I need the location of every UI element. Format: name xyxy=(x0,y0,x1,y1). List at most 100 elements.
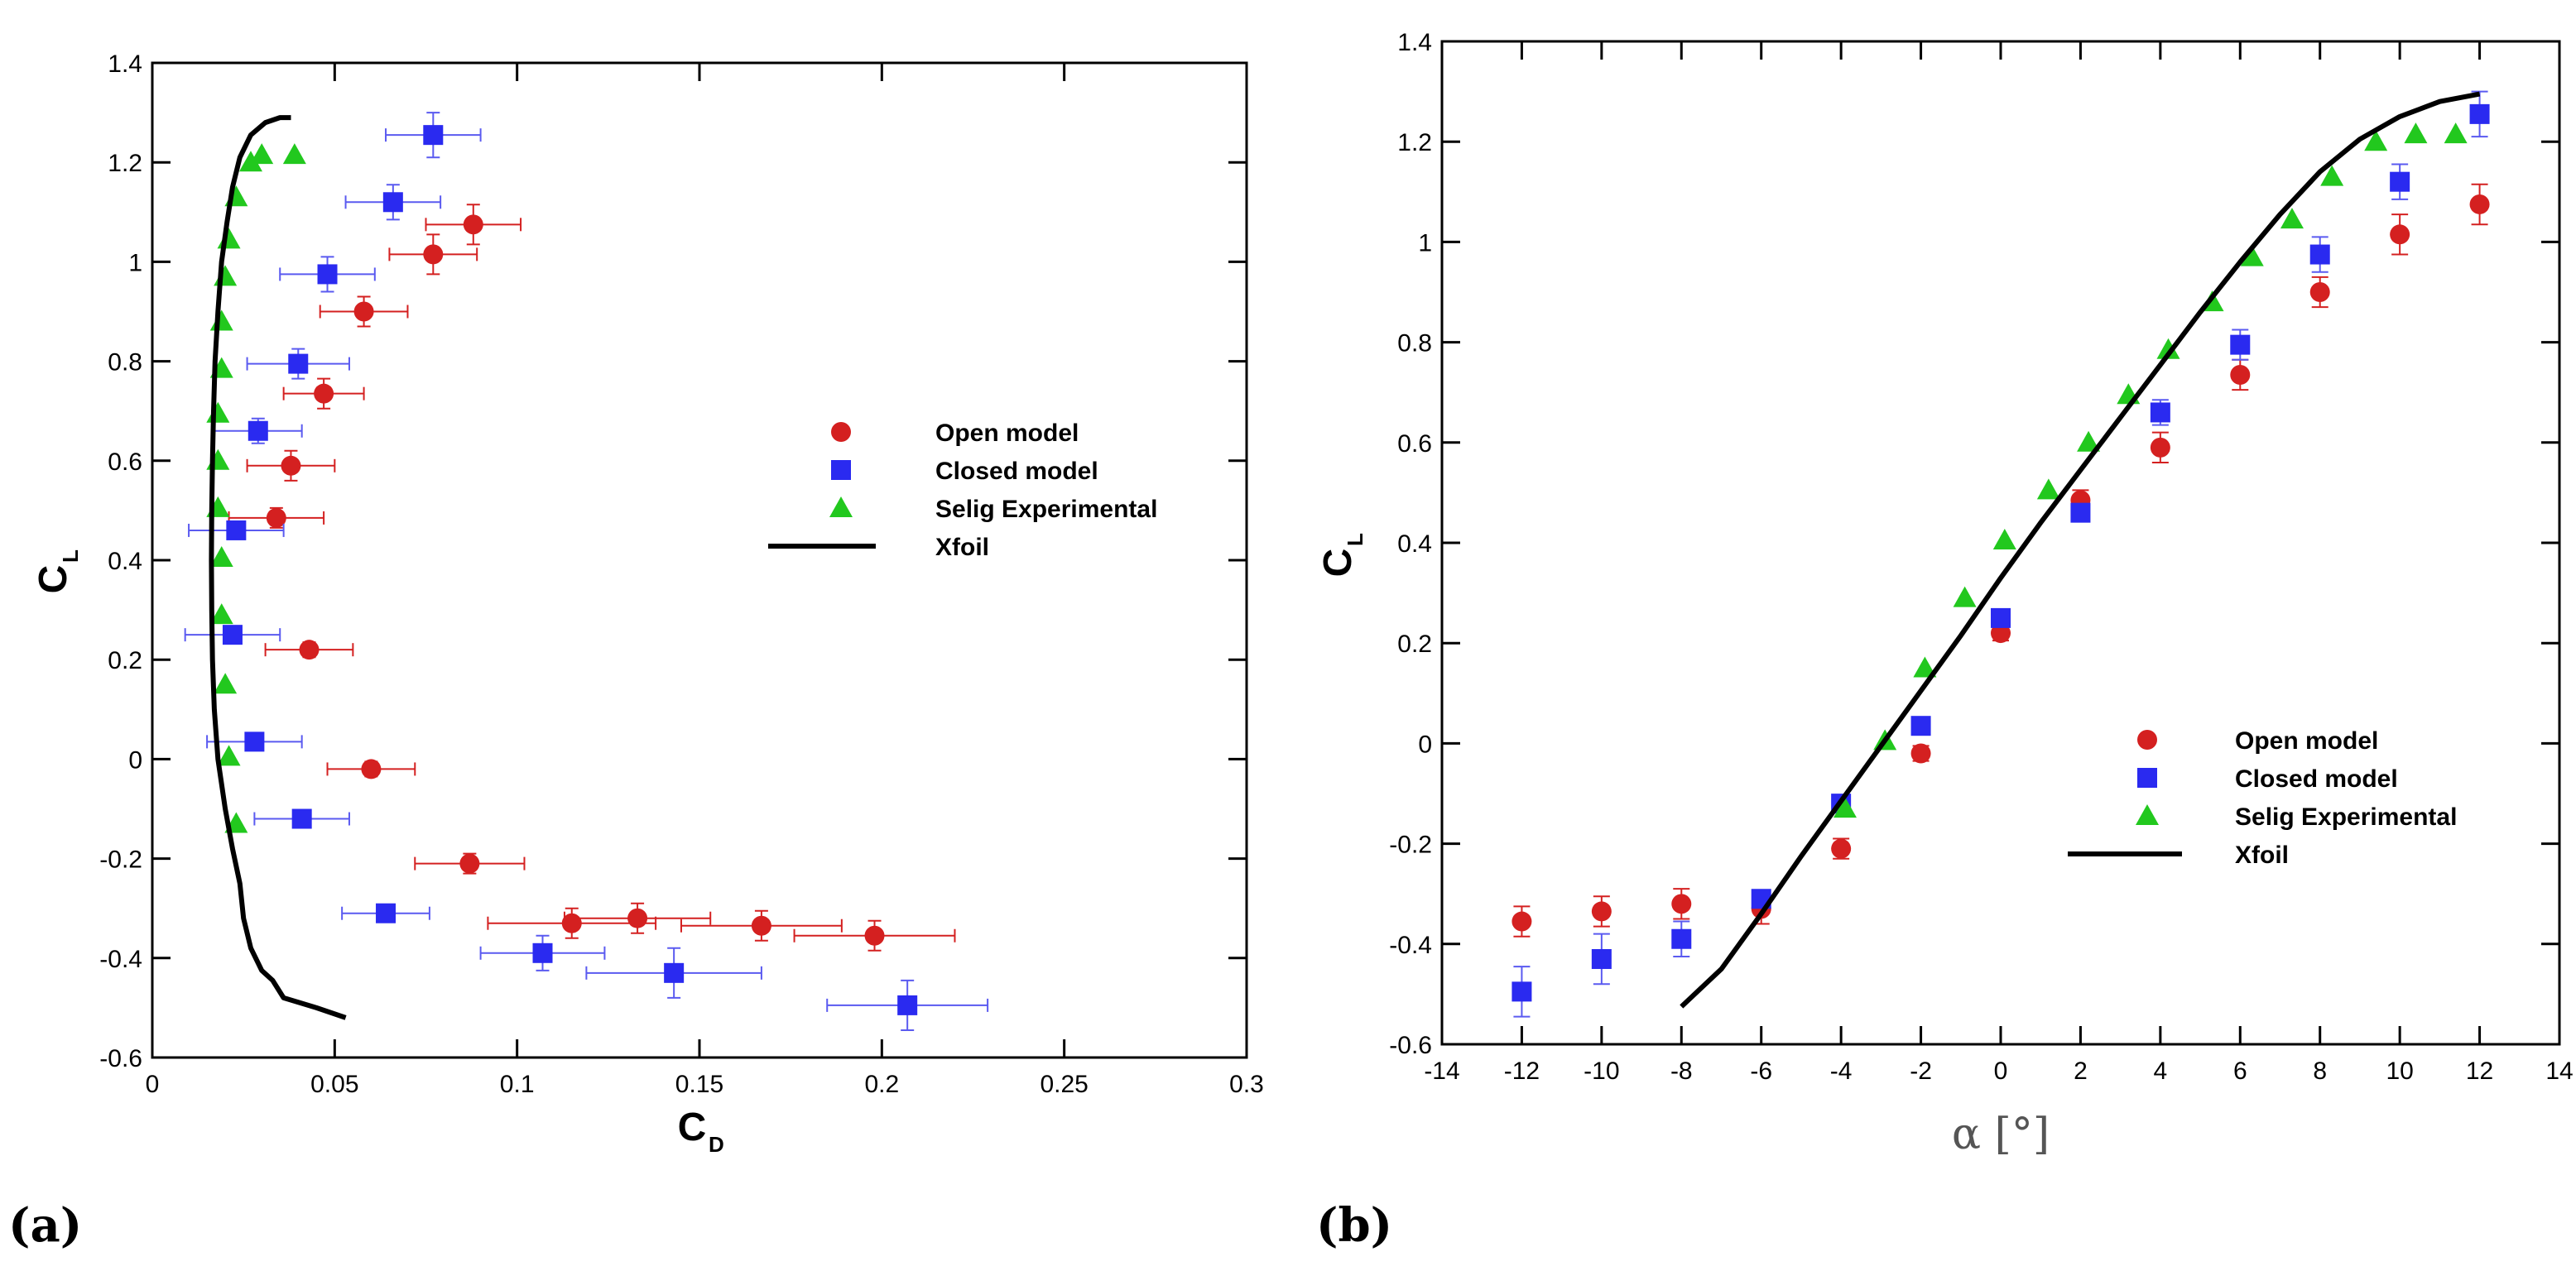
y-tick-label: -0.6 xyxy=(99,1045,142,1072)
data-point xyxy=(281,455,301,476)
data-point xyxy=(2364,130,2388,151)
data-point xyxy=(2156,338,2180,359)
data-point xyxy=(1591,948,1612,969)
xfoil-curve xyxy=(209,115,347,1020)
data-point xyxy=(376,903,396,923)
x-tick-label: 0 xyxy=(146,1071,160,1098)
series-selig-experimental xyxy=(1833,122,2468,818)
series-xfoil xyxy=(1680,91,2481,1009)
x-tick-label: 0 xyxy=(1994,1058,2008,1085)
x-tick-label: -10 xyxy=(1584,1058,1619,1085)
data-point xyxy=(2320,165,2344,186)
chart-panel-b: -14 -12 -10 -8 -6 -4 -2 0 2 4 6 8 10 12 14-0.6-0.4-0.2… xyxy=(1316,29,2574,1253)
data-point xyxy=(317,264,338,285)
data-point xyxy=(214,673,238,694)
plot-frame xyxy=(151,61,1248,1059)
y-tick-label: -0.6 xyxy=(1389,1032,1432,1059)
data-point xyxy=(209,309,233,331)
x-tick-label: 8 xyxy=(2313,1058,2327,1085)
data-point xyxy=(361,759,382,779)
x-axis-label: α [°] xyxy=(1952,1110,2050,1159)
y-tick-label: 0 xyxy=(128,746,142,774)
data-point xyxy=(2240,245,2264,266)
y-tick-label: 0.2 xyxy=(108,647,142,674)
y-tick-label: -0.2 xyxy=(99,847,142,874)
data-point xyxy=(226,520,247,540)
data-point xyxy=(532,942,553,963)
data-point xyxy=(1910,743,1931,764)
legend-marker xyxy=(829,496,853,517)
data-point xyxy=(2309,282,2330,302)
legend-label: Selig Experimental xyxy=(2235,803,2457,831)
x-tick-label: -2 xyxy=(1910,1058,1932,1085)
y-tick-label: 1.2 xyxy=(108,150,142,177)
x-tick-label: -4 xyxy=(1830,1058,1853,1085)
data-point xyxy=(209,545,233,567)
x-tick-label: 12 xyxy=(2466,1058,2493,1085)
data-point xyxy=(561,913,582,933)
data-point xyxy=(2280,208,2304,229)
series-open-model xyxy=(228,204,956,952)
y-tick-label: 0.6 xyxy=(108,448,142,476)
x-tick-label: 0.1 xyxy=(500,1071,535,1098)
legend-label: Selig Experimental xyxy=(935,496,1157,523)
data-point xyxy=(282,143,306,165)
data-point xyxy=(423,244,444,265)
legend-marker xyxy=(831,460,851,480)
data-point xyxy=(217,745,241,766)
data-point xyxy=(897,995,918,1015)
x-tick-label: -14 xyxy=(1424,1058,1459,1085)
y-tick-label: 0.6 xyxy=(1397,430,1432,458)
y-tick-label: 0.4 xyxy=(1397,530,1432,558)
panel-label: (a) xyxy=(8,1198,82,1253)
data-point xyxy=(314,383,334,404)
y-tick-label: -0.4 xyxy=(99,946,142,973)
data-point xyxy=(2230,364,2251,385)
y-axis-label: C xyxy=(31,565,75,594)
legend-label: Closed model xyxy=(935,458,1098,485)
data-point xyxy=(1671,928,1692,949)
data-point xyxy=(423,125,444,146)
y-axis-label-subscript: L xyxy=(58,549,83,563)
data-point xyxy=(751,915,771,936)
data-point xyxy=(1833,797,1857,818)
x-tick-label: 10 xyxy=(2386,1058,2413,1085)
legend-label: Xfoil xyxy=(935,534,989,561)
data-point xyxy=(1511,911,1532,932)
legend-marker xyxy=(2137,768,2157,788)
y-tick-label: -0.4 xyxy=(1389,932,1432,959)
data-point xyxy=(2070,502,2091,523)
y-tick-label: 0.8 xyxy=(1397,330,1432,357)
x-tick-label: 4 xyxy=(2154,1058,2168,1085)
xfoil-curve xyxy=(1680,91,2481,1009)
data-point xyxy=(214,265,238,286)
legend-marker xyxy=(2136,804,2159,825)
x-tick-label: -6 xyxy=(1750,1058,1772,1085)
x-axis-label-subscript: D xyxy=(709,1132,724,1157)
data-point xyxy=(1991,623,2011,644)
x-tick-label: 2 xyxy=(2074,1058,2088,1085)
data-point xyxy=(2469,103,2490,124)
data-point xyxy=(2390,224,2410,245)
legend-label: Open model xyxy=(2235,727,2378,755)
data-point xyxy=(2150,437,2170,458)
data-point xyxy=(1511,981,1532,1002)
data-point xyxy=(864,925,885,946)
y-axis-label: C xyxy=(1316,549,1360,578)
data-point xyxy=(1910,716,1931,736)
x-axis-label: C xyxy=(678,1106,707,1149)
series-open-model xyxy=(1511,183,2490,938)
y-tick-label: 0.8 xyxy=(108,349,142,377)
y-tick-label: 1 xyxy=(1418,229,1432,257)
data-point xyxy=(459,853,480,874)
x-tick-label: 0.15 xyxy=(675,1071,723,1098)
legend-marker xyxy=(2137,730,2157,750)
data-point xyxy=(2444,122,2468,144)
y-tick-label: 0.2 xyxy=(1397,631,1432,658)
legend-label: Open model xyxy=(935,420,1079,447)
data-point xyxy=(2390,171,2410,192)
x-tick-label: 14 xyxy=(2545,1058,2573,1085)
series-closed-model xyxy=(1511,90,2490,1018)
data-point xyxy=(1953,586,1977,607)
data-point xyxy=(382,192,403,213)
